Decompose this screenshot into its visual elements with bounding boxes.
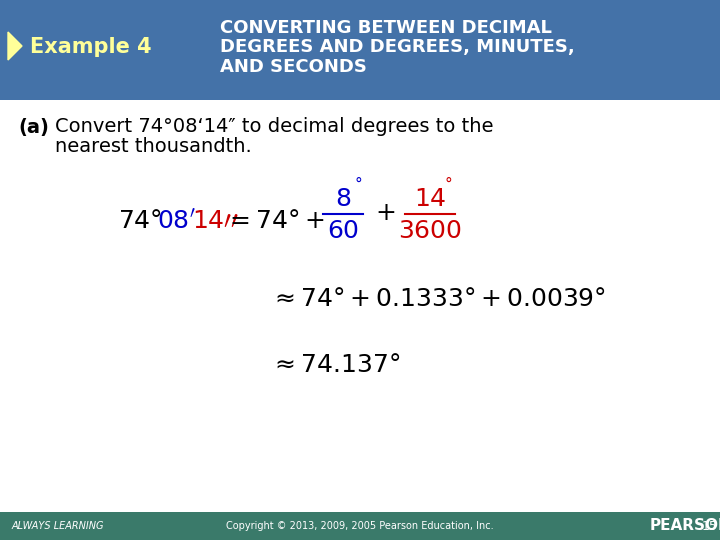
Text: CONVERTING BETWEEN DECIMAL: CONVERTING BETWEEN DECIMAL — [220, 19, 552, 37]
Text: Convert 74°08‘14″ to decimal degrees to the: Convert 74°08‘14″ to decimal degrees to … — [55, 118, 493, 137]
Text: $14$: $14$ — [414, 188, 446, 212]
Text: $= 74° +$: $= 74° +$ — [225, 211, 325, 233]
Text: DEGREES AND DEGREES, MINUTES,: DEGREES AND DEGREES, MINUTES, — [220, 38, 575, 56]
Text: $\approx 74° + 0.1333° + 0.0039°$: $\approx 74° + 0.1333° + 0.0039°$ — [270, 288, 606, 312]
Text: $3600$: $3600$ — [398, 220, 462, 244]
Text: $14\prime\prime$: $14\prime\prime$ — [192, 211, 239, 233]
Text: Copyright © 2013, 2009, 2005 Pearson Education, Inc.: Copyright © 2013, 2009, 2005 Pearson Edu… — [226, 521, 494, 531]
Text: (a): (a) — [18, 118, 49, 137]
Text: $08'$: $08'$ — [157, 210, 196, 234]
Text: AND SECONDS: AND SECONDS — [220, 58, 367, 76]
Text: ALWAYS LEARNING: ALWAYS LEARNING — [12, 521, 104, 531]
Text: $74°$: $74°$ — [118, 211, 162, 233]
FancyBboxPatch shape — [0, 0, 720, 100]
Text: 15: 15 — [702, 519, 718, 532]
Polygon shape — [8, 32, 22, 60]
Text: $60$: $60$ — [327, 220, 359, 244]
Text: $+$: $+$ — [375, 202, 395, 226]
Text: $8$: $8$ — [335, 188, 351, 212]
Text: nearest thousandth.: nearest thousandth. — [55, 138, 252, 157]
Text: Example 4: Example 4 — [30, 37, 152, 57]
FancyBboxPatch shape — [0, 512, 720, 540]
Text: PEARSON: PEARSON — [650, 518, 720, 534]
Text: $°$: $°$ — [354, 177, 362, 191]
Text: $°$: $°$ — [444, 177, 452, 191]
Text: $\approx 74.137°$: $\approx 74.137°$ — [270, 354, 400, 376]
